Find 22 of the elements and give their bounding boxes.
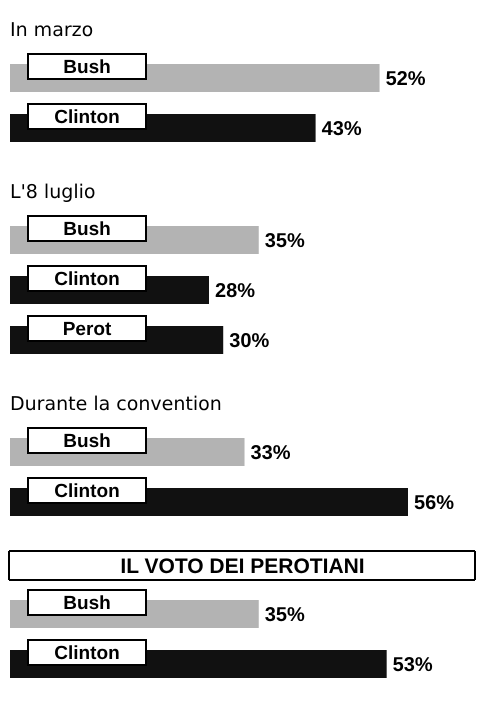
data-label: 53%: [392, 654, 433, 676]
data-label: 35%: [264, 604, 305, 626]
data-label: 28%: [215, 280, 256, 302]
chart-title: Durante la convention: [10, 393, 222, 415]
category-label: Clinton: [54, 481, 120, 502]
data-label: 56%: [414, 492, 454, 514]
chart-title: In marzo: [10, 19, 94, 41]
category-label: Bush: [63, 431, 111, 452]
category-label: Bush: [63, 219, 111, 240]
data-label: 30%: [229, 330, 270, 352]
category-label: Bush: [63, 57, 111, 78]
category-label: Perot: [62, 319, 112, 340]
data-label: 33%: [250, 442, 291, 464]
category-label: Bush: [63, 593, 111, 614]
category-label: Clinton: [54, 269, 120, 290]
data-label: 52%: [386, 68, 426, 90]
chart-title: L'8 luglio: [10, 181, 96, 203]
chart-title: IL VOTO DEI PEROTIANI: [120, 555, 365, 578]
data-label: 43%: [322, 118, 362, 140]
data-label: 35%: [264, 230, 305, 252]
category-label: Clinton: [54, 643, 120, 664]
category-label: Clinton: [54, 107, 120, 128]
